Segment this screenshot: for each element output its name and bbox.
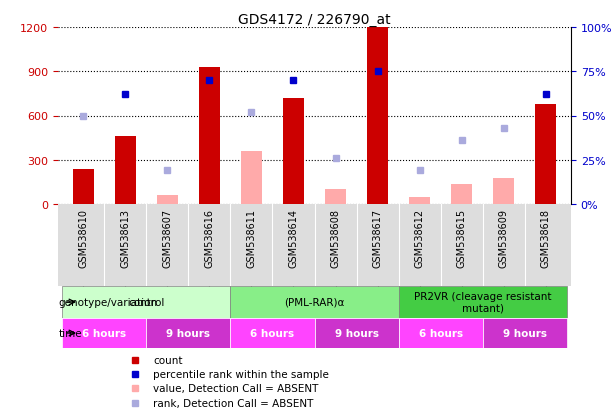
Text: GSM538615: GSM538615 xyxy=(457,209,466,268)
Text: 6 hours: 6 hours xyxy=(419,328,463,338)
Bar xyxy=(283,99,304,204)
Text: GSM538609: GSM538609 xyxy=(499,209,509,268)
Text: 9 hours: 9 hours xyxy=(503,328,547,338)
Text: GSM538608: GSM538608 xyxy=(330,209,341,268)
Bar xyxy=(230,286,398,318)
Text: GSM538617: GSM538617 xyxy=(373,209,383,268)
Text: time: time xyxy=(59,328,83,338)
Bar xyxy=(199,68,220,204)
Text: GSM538610: GSM538610 xyxy=(78,209,88,268)
Text: percentile rank within the sample: percentile rank within the sample xyxy=(153,369,329,379)
Text: 9 hours: 9 hours xyxy=(166,328,210,338)
Bar xyxy=(535,104,556,204)
Text: GSM538613: GSM538613 xyxy=(120,209,131,268)
Bar xyxy=(314,318,398,348)
Text: GSM538611: GSM538611 xyxy=(246,209,256,268)
Bar xyxy=(398,318,482,348)
Bar xyxy=(115,137,136,204)
Bar xyxy=(62,318,147,348)
Bar xyxy=(73,169,94,204)
Bar xyxy=(367,28,388,204)
Bar xyxy=(241,152,262,204)
Bar xyxy=(398,286,567,318)
Text: (PML-RAR)α: (PML-RAR)α xyxy=(284,297,345,307)
Text: 6 hours: 6 hours xyxy=(250,328,294,338)
Bar xyxy=(147,318,230,348)
Text: GSM538607: GSM538607 xyxy=(162,209,172,268)
Text: control: control xyxy=(128,297,164,307)
Title: GDS4172 / 226790_at: GDS4172 / 226790_at xyxy=(238,13,391,27)
Text: GSM538616: GSM538616 xyxy=(204,209,215,268)
Bar xyxy=(230,318,314,348)
Text: GSM538612: GSM538612 xyxy=(414,209,425,268)
Text: 6 hours: 6 hours xyxy=(82,328,126,338)
Bar xyxy=(482,318,567,348)
Text: GSM538618: GSM538618 xyxy=(541,209,550,268)
Text: GSM538614: GSM538614 xyxy=(289,209,299,268)
Text: rank, Detection Call = ABSENT: rank, Detection Call = ABSENT xyxy=(153,398,314,408)
Bar xyxy=(157,196,178,204)
Bar xyxy=(409,197,430,204)
Bar xyxy=(451,185,472,204)
Bar xyxy=(325,190,346,204)
Bar xyxy=(493,179,514,204)
Bar xyxy=(62,286,230,318)
Text: value, Detection Call = ABSENT: value, Detection Call = ABSENT xyxy=(153,383,319,393)
Text: genotype/variation: genotype/variation xyxy=(59,297,158,307)
Text: 9 hours: 9 hours xyxy=(335,328,379,338)
Text: count: count xyxy=(153,355,183,365)
Text: PR2VR (cleavage resistant
mutant): PR2VR (cleavage resistant mutant) xyxy=(414,292,552,313)
